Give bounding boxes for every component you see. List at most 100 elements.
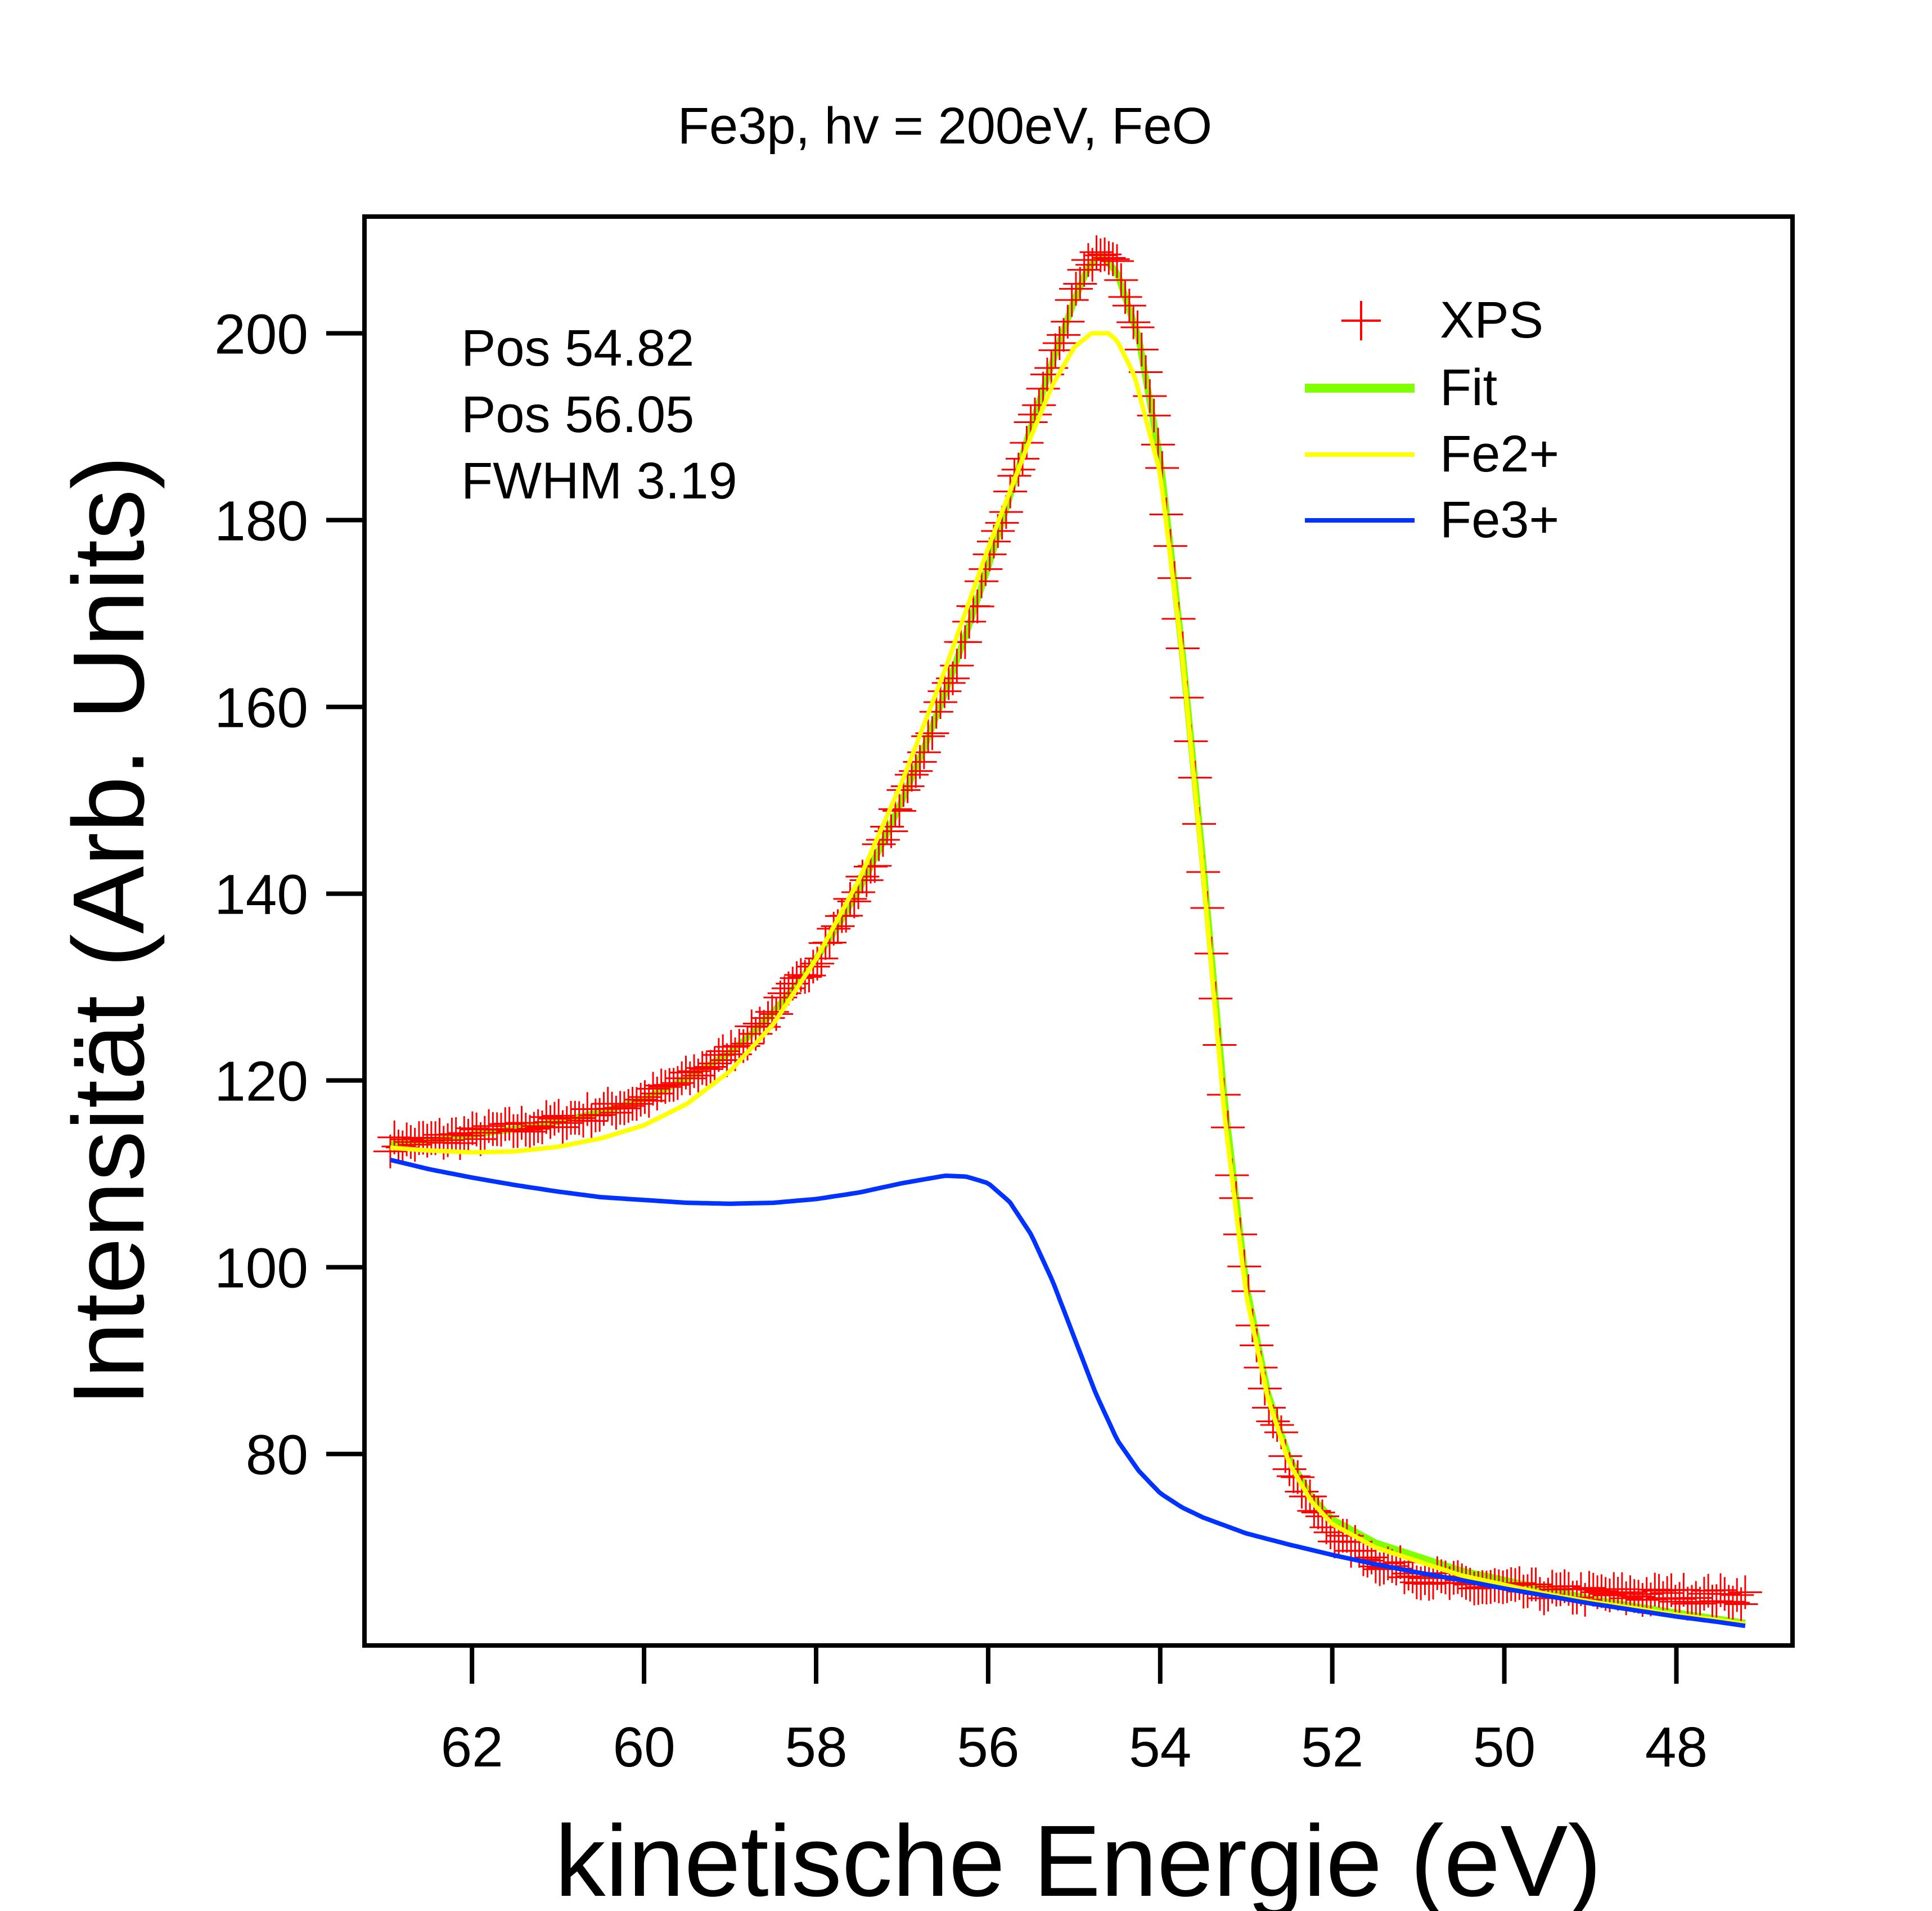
xps-point bbox=[1104, 263, 1138, 297]
y-tick-label-160: 160 bbox=[214, 677, 308, 740]
xps-point bbox=[1124, 332, 1159, 367]
xps-point bbox=[394, 1125, 428, 1159]
y-axis: 80 100 120 140 160 180 200 bbox=[214, 303, 364, 1487]
xps-point bbox=[439, 1117, 473, 1151]
xps-point bbox=[927, 674, 962, 708]
xps-point bbox=[1108, 280, 1142, 314]
legend-label-fe2: Fe2+ bbox=[1440, 425, 1559, 483]
xps-point bbox=[607, 1091, 641, 1126]
y-tick-label-100: 100 bbox=[214, 1237, 308, 1300]
xps-point bbox=[1276, 1459, 1310, 1494]
y-tick-label-200: 200 bbox=[214, 303, 308, 366]
legend-xps-marker-icon bbox=[1341, 301, 1381, 340]
y-tick-label-120: 120 bbox=[214, 1050, 308, 1113]
xps-point bbox=[611, 1089, 646, 1123]
legend: XPS Fit Fe2+ Fe3+ bbox=[1305, 291, 1559, 548]
xps-point bbox=[689, 1052, 723, 1086]
xps-point bbox=[1112, 289, 1146, 323]
xps-point bbox=[1096, 242, 1130, 276]
xps-point bbox=[1067, 253, 1101, 287]
xps-point bbox=[505, 1105, 539, 1140]
xps-point bbox=[1297, 1494, 1331, 1528]
plot-frame bbox=[362, 214, 1795, 1648]
y-tick-label-140: 140 bbox=[214, 864, 308, 927]
y-tick-label-180: 180 bbox=[214, 490, 308, 553]
xps-point bbox=[619, 1087, 654, 1121]
xps-point bbox=[398, 1127, 432, 1162]
x-tick-label-62: 62 bbox=[441, 1716, 503, 1779]
xps-point bbox=[697, 1046, 732, 1081]
xps-point bbox=[669, 1055, 703, 1090]
xps-point bbox=[636, 1072, 670, 1106]
series-layer bbox=[373, 235, 1762, 1629]
chart-title: Fe3p, hv = 200eV, FeO bbox=[678, 97, 1212, 155]
xps-point bbox=[562, 1101, 596, 1135]
xps-point bbox=[1720, 1578, 1754, 1612]
xps-point bbox=[533, 1105, 568, 1139]
x-tick-label-52: 52 bbox=[1301, 1716, 1363, 1779]
xps-point bbox=[919, 695, 953, 729]
xps-point bbox=[894, 758, 929, 792]
xps-point bbox=[443, 1126, 477, 1160]
xps-point bbox=[1063, 267, 1097, 301]
xps-point bbox=[599, 1095, 633, 1130]
xps-point bbox=[931, 666, 966, 700]
annotation-pos-2: Pos 56.05 bbox=[461, 386, 694, 443]
x-tick-label-56: 56 bbox=[957, 1716, 1019, 1779]
xps-point bbox=[1683, 1586, 1717, 1621]
xps-point bbox=[911, 719, 945, 753]
xps-point bbox=[1088, 237, 1122, 272]
xps-point bbox=[1387, 1560, 1421, 1594]
xps-point bbox=[467, 1116, 502, 1150]
xps-point bbox=[1301, 1495, 1335, 1530]
xps-point bbox=[1650, 1576, 1685, 1610]
xps-point bbox=[1728, 1575, 1762, 1609]
x-axis: 62 60 58 56 54 52 50 48 bbox=[441, 1645, 1708, 1779]
xps-point bbox=[849, 863, 884, 897]
xps-point bbox=[952, 605, 987, 639]
xps-point bbox=[521, 1109, 555, 1143]
xps-point bbox=[1712, 1585, 1746, 1619]
x-tick-label-54: 54 bbox=[1129, 1716, 1191, 1779]
xps-point bbox=[546, 1110, 580, 1144]
series-line-fe2plus bbox=[390, 331, 1746, 1626]
y-axis-label: Intensität (Arb. Units) bbox=[52, 456, 165, 1407]
xps-point bbox=[747, 1010, 781, 1044]
legend-label-fit: Fit bbox=[1440, 359, 1497, 416]
annotations: Pos 54.82 Pos 56.05 FWHM 3.19 bbox=[461, 320, 737, 510]
xps-point bbox=[1663, 1582, 1697, 1616]
xps-point bbox=[1613, 1575, 1647, 1609]
y-tick-label-80: 80 bbox=[246, 1424, 308, 1487]
xps-point bbox=[640, 1076, 674, 1110]
xps-point bbox=[1075, 248, 1110, 282]
xps-point bbox=[1100, 244, 1134, 278]
series-line-fe3plus bbox=[389, 1157, 1746, 1629]
annotation-fwhm: FWHM 3.19 bbox=[461, 452, 737, 510]
xps-point bbox=[1092, 241, 1126, 275]
xps-point bbox=[1395, 1559, 1430, 1594]
xps-point bbox=[1059, 272, 1093, 306]
xps-point bbox=[1708, 1577, 1742, 1611]
xps-point bbox=[1715, 1585, 1750, 1620]
plot-clip-group bbox=[373, 235, 1762, 1629]
xps-point bbox=[1083, 238, 1118, 272]
xps-point bbox=[1679, 1581, 1713, 1615]
annotation-pos-1: Pos 54.82 bbox=[461, 320, 694, 377]
xps-point bbox=[1285, 1474, 1319, 1509]
xps-point bbox=[1051, 304, 1085, 339]
xps-point bbox=[513, 1114, 547, 1149]
x-tick-label-58: 58 bbox=[785, 1716, 847, 1779]
legend-label-xps: XPS bbox=[1440, 291, 1543, 349]
xps-point bbox=[1038, 333, 1073, 367]
xps-point bbox=[472, 1109, 506, 1143]
xps-point bbox=[759, 997, 794, 1031]
xps-point bbox=[550, 1106, 584, 1140]
xps-point bbox=[673, 1061, 707, 1095]
x-tick-label-60: 60 bbox=[613, 1716, 675, 1779]
xps-point bbox=[677, 1054, 711, 1089]
xps-point bbox=[451, 1118, 485, 1153]
xps-point bbox=[1141, 428, 1175, 462]
xps-point bbox=[1079, 235, 1114, 269]
x-tick-label-48: 48 bbox=[1645, 1716, 1708, 1779]
x-tick-label-50: 50 bbox=[1473, 1716, 1535, 1779]
